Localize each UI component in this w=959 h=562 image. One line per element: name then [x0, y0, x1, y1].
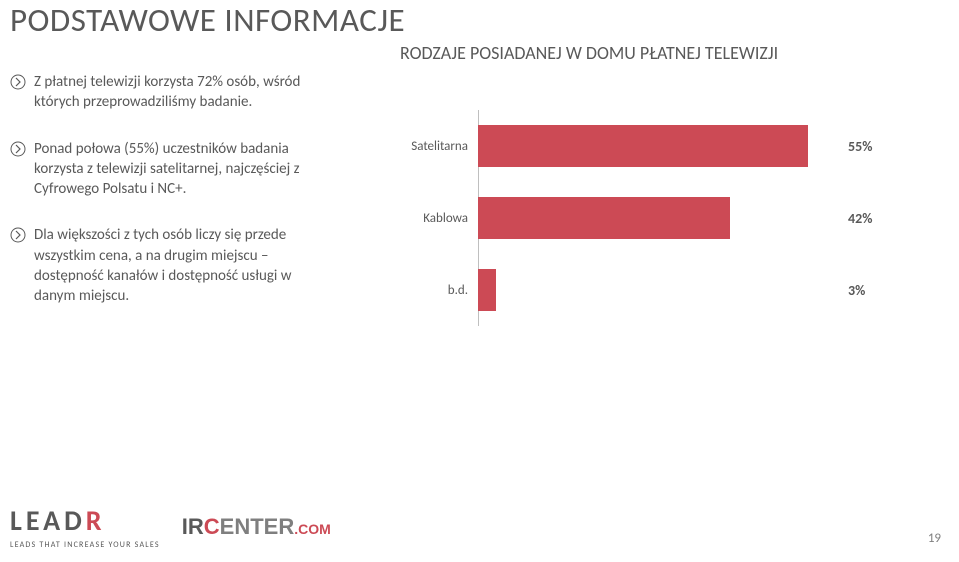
ircenter-c: C	[204, 514, 220, 539]
bullet-list: Z płatnej telewizji korzysta 72% osób, w…	[10, 72, 335, 332]
chart-bar	[478, 125, 808, 167]
arrow-icon	[10, 141, 34, 200]
bullet-text: Dla większości z tych osób liczy się prz…	[34, 225, 335, 306]
page-title: PODSTAWOWE INFORMACJE	[10, 0, 405, 40]
chart-category-label: Satelitarna	[400, 139, 478, 154]
chart-row: Satelitarna 55%	[400, 110, 935, 182]
bullet-text: Ponad połowa (55%) uczestników badania k…	[34, 139, 335, 200]
chart-value-label: 55%	[848, 138, 872, 155]
chart-bar	[478, 197, 730, 239]
list-item: Ponad połowa (55%) uczestników badania k…	[10, 139, 335, 200]
chart-row: Kablowa 42%	[400, 182, 935, 254]
arrow-icon	[10, 227, 34, 306]
footer-logos: LEADR LEADS THAT INCREASE YOUR SALES IRC…	[10, 503, 331, 550]
chart-value-label: 3%	[848, 282, 865, 299]
list-item: Z płatnej telewizji korzysta 72% osób, w…	[10, 72, 335, 113]
chart-track	[478, 125, 838, 167]
chart-row: b.d. 3%	[400, 254, 935, 326]
slide-page: PODSTAWOWE INFORMACJE RODZAJE POSIADANEJ…	[0, 0, 959, 562]
chart-title: RODZAJE POSIADANEJ W DOMU PŁATNEJ TELEWI…	[400, 42, 778, 64]
ircenter-com: .COM	[294, 521, 331, 537]
arrow-icon	[10, 74, 34, 113]
bar-chart: Satelitarna 55% Kablowa 42% b.d. 3%	[400, 110, 935, 326]
bullet-text: Z płatnej telewizji korzysta 72% osób, w…	[34, 72, 335, 113]
chart-track	[478, 197, 838, 239]
chart-category-label: Kablowa	[400, 211, 478, 226]
chart-bar	[478, 269, 496, 311]
ircenter-ir: IR	[182, 514, 204, 539]
ircenter-enter: ENTER	[220, 514, 295, 539]
leadr-accent: R	[86, 503, 106, 538]
leadr-tagline: LEADS THAT INCREASE YOUR SALES	[10, 540, 160, 550]
page-number: 19	[928, 531, 941, 546]
chart-value-label: 42%	[848, 210, 872, 227]
leadr-prefix: LEAD	[10, 503, 86, 538]
chart-category-label: b.d.	[400, 283, 478, 298]
chart-track	[478, 269, 838, 311]
ircenter-logo: IRCENTER.COM	[182, 514, 331, 540]
list-item: Dla większości z tych osób liczy się prz…	[10, 225, 335, 306]
leadr-logo: LEADR LEADS THAT INCREASE YOUR SALES	[10, 503, 160, 550]
